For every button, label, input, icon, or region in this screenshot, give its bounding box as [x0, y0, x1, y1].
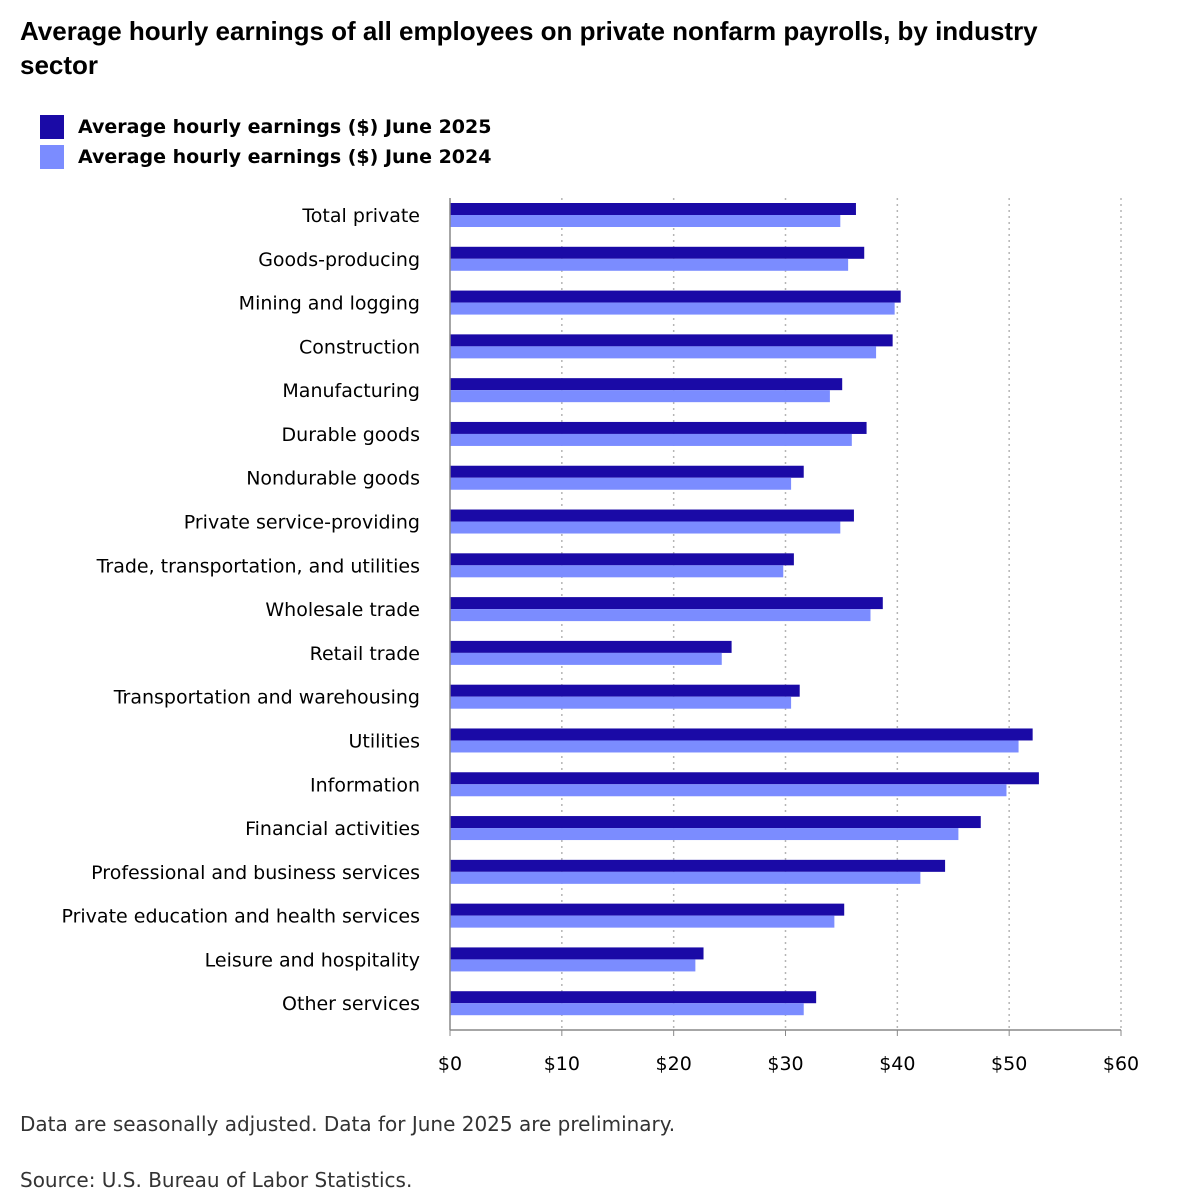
x-tick-label: $20: [656, 1053, 692, 1075]
bar-2025[interactable]: [450, 684, 800, 697]
category-label: Wholesale trade: [265, 599, 420, 621]
bar-2024[interactable]: [450, 696, 792, 709]
axes: [449, 198, 1122, 1036]
x-tick-label: $50: [991, 1053, 1027, 1075]
bar-2025[interactable]: [450, 553, 794, 566]
bar-2025[interactable]: [450, 203, 856, 215]
category-label: Information: [310, 774, 420, 796]
legend-swatch-2024: [40, 145, 64, 169]
legend-label-2025: Average hourly earnings ($) June 2025: [78, 116, 492, 138]
bar-2025[interactable]: [450, 816, 981, 829]
category-label: Mining and logging: [239, 293, 420, 315]
bar-2025[interactable]: [450, 246, 865, 259]
x-tick-label: $40: [879, 1053, 915, 1075]
bar-2024[interactable]: [450, 959, 696, 972]
bar-2025[interactable]: [450, 859, 946, 872]
category-label: Private service-providing: [184, 512, 420, 534]
legend-item-2024[interactable]: Average hourly earnings ($) June 2024: [40, 142, 491, 172]
bar-2024[interactable]: [450, 390, 830, 403]
legend: Average hourly earnings ($) June 2025 Av…: [40, 112, 491, 172]
bar-2024[interactable]: [450, 828, 959, 841]
bar-2025[interactable]: [450, 597, 883, 610]
bar-2024[interactable]: [450, 871, 921, 884]
category-label: Nondurable goods: [246, 468, 420, 490]
category-labels: Total private Goods-producing Mining and l…: [61, 205, 420, 1015]
bar-2025[interactable]: [450, 991, 817, 1004]
x-tick-label: $30: [767, 1053, 803, 1075]
category-label: Total private: [301, 205, 420, 227]
bar-2025[interactable]: [450, 465, 804, 478]
bar-chart: Total private Goods-producing Mining and l…: [61, 198, 1139, 1075]
category-label: Transportation and warehousing: [113, 687, 420, 709]
bar-2024[interactable]: [450, 258, 849, 271]
category-label: Trade, transportation, and utilities: [96, 555, 420, 577]
category-label: Goods-producing: [258, 249, 420, 271]
category-label: Retail trade: [310, 643, 420, 665]
legend-item-2025[interactable]: Average hourly earnings ($) June 2025: [40, 112, 491, 142]
x-tick-label: $60: [1103, 1053, 1139, 1075]
bar-2025[interactable]: [450, 334, 893, 347]
category-label: Utilities: [348, 730, 420, 752]
legend-swatch-2025: [40, 115, 64, 139]
bar-2025[interactable]: [450, 772, 1039, 785]
chart-source: Source: U.S. Bureau of Labor Statistics.: [20, 1168, 413, 1192]
category-label: Construction: [299, 336, 420, 358]
bar-2024[interactable]: [450, 1003, 804, 1016]
bar-2025[interactable]: [450, 728, 1033, 741]
bar-2025[interactable]: [450, 509, 854, 522]
chart-title: Average hourly earnings of all employees…: [20, 16, 1038, 80]
bar-2025[interactable]: [450, 378, 843, 391]
category-label: Durable goods: [282, 424, 420, 446]
bar-2025[interactable]: [450, 640, 732, 653]
bar-2024[interactable]: [450, 433, 852, 446]
bar-2024[interactable]: [450, 740, 1019, 753]
bar-2024[interactable]: [450, 784, 1007, 797]
bar-2024[interactable]: [450, 915, 835, 928]
bar-2024[interactable]: [450, 609, 871, 622]
tick-labels: $0 $10 $20 $30 $40 $50 $60: [438, 1053, 1139, 1075]
bar-2024[interactable]: [450, 652, 722, 665]
bar-2025[interactable]: [450, 903, 845, 916]
x-tick-label: $0: [438, 1053, 462, 1075]
category-label: Professional and business services: [91, 862, 420, 884]
bar-2024[interactable]: [450, 215, 841, 227]
bar-2024[interactable]: [450, 565, 784, 578]
bar-2024[interactable]: [450, 477, 792, 490]
chart-note: Data are seasonally adjusted. Data for J…: [20, 1112, 676, 1136]
bar-2024[interactable]: [450, 521, 841, 534]
bar-2024[interactable]: [450, 302, 895, 315]
category-label: Manufacturing: [282, 380, 420, 402]
category-label: Leisure and hospitality: [205, 949, 420, 971]
bar-2025[interactable]: [450, 290, 901, 303]
category-label: Other services: [282, 993, 420, 1015]
bar-2025[interactable]: [450, 947, 704, 960]
bar-2025[interactable]: [450, 421, 867, 434]
category-label: Private education and health services: [61, 906, 420, 928]
x-tick-label: $10: [544, 1053, 580, 1075]
bar-2024[interactable]: [450, 346, 877, 359]
bars: [450, 203, 1039, 1016]
category-label: Financial activities: [245, 818, 420, 840]
legend-label-2024: Average hourly earnings ($) June 2024: [78, 146, 492, 168]
